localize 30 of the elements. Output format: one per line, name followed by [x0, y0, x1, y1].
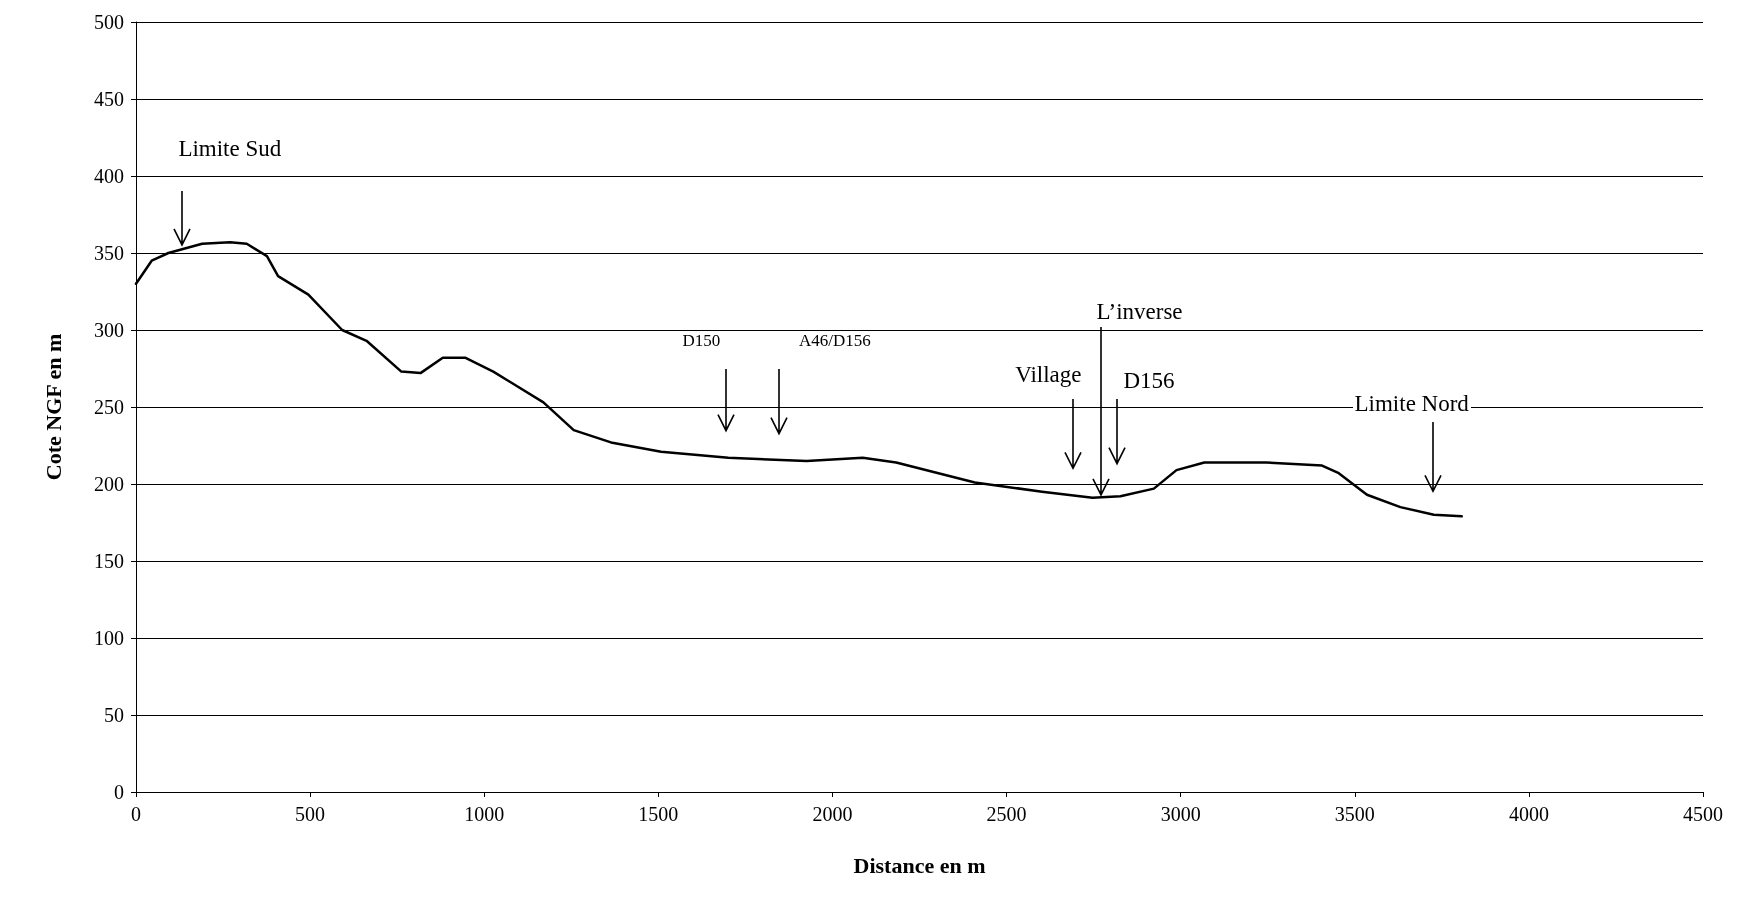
x-axis-title: Distance en m — [853, 852, 986, 878]
y-tick-label: 450 — [94, 88, 124, 110]
x-tick-label: 500 — [295, 803, 326, 825]
y-tick-label: 200 — [94, 473, 124, 495]
annotation: D150 — [680, 331, 723, 351]
x-tick-label: 4000 — [1508, 803, 1549, 825]
y-tick-label: 400 — [94, 165, 124, 187]
x-tick-label: 2000 — [812, 803, 853, 825]
x-tick-label: 1500 — [638, 803, 679, 825]
x-tick-label: 1000 — [464, 803, 505, 825]
annotation: D156 — [1121, 368, 1177, 394]
y-tick-label: 500 — [94, 11, 124, 33]
y-tick-label: 50 — [104, 704, 124, 726]
x-tick-label: 3000 — [1160, 803, 1201, 825]
y-tick-label: 150 — [94, 550, 124, 572]
annotation: Limite Nord — [1352, 391, 1471, 417]
y-tick-label: 300 — [94, 319, 124, 341]
annotation: A46/D156 — [796, 331, 873, 351]
x-tick-label: 0 — [131, 803, 141, 825]
y-axis-title: Cote NGF en m — [40, 333, 66, 481]
y-tick-label: 250 — [94, 396, 124, 418]
y-tick-label: 350 — [94, 242, 124, 264]
x-tick-label: 4500 — [1683, 803, 1723, 825]
annotation: Limite Sud — [176, 135, 284, 161]
x-tick-label: 3500 — [1334, 803, 1375, 825]
annotation: Village — [1013, 362, 1084, 388]
annotation: L’inverse — [1094, 299, 1185, 325]
y-tick-label: 0 — [114, 781, 124, 803]
x-tick-label: 2500 — [986, 803, 1027, 825]
y-tick-label: 100 — [94, 627, 124, 649]
